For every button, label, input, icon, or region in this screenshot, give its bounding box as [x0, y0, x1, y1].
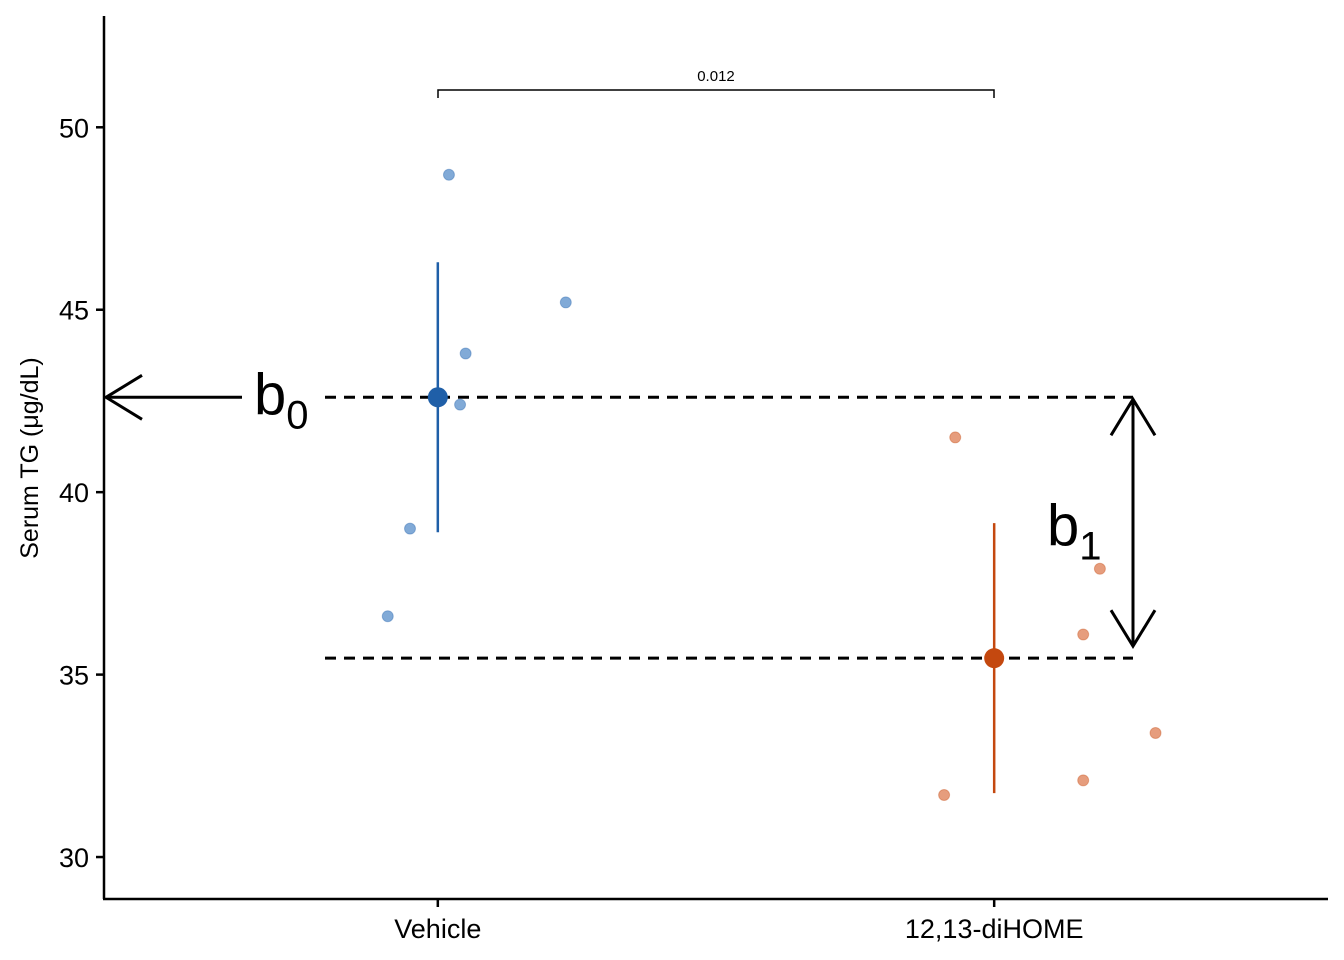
b1-label-base: b	[1047, 494, 1079, 559]
y-tick-label: 30	[59, 843, 89, 873]
y-tick-label: 40	[59, 478, 89, 508]
b0-arrow-head	[103, 374, 143, 421]
mean-point	[427, 387, 448, 408]
b1-arrow-head-bottom	[1109, 609, 1157, 650]
data-point	[404, 522, 416, 535]
x-tick-label: Vehicle	[394, 914, 481, 944]
b0-label: b0	[254, 362, 309, 437]
group-summaries	[427, 262, 1005, 794]
b1-arrow-head-top	[1109, 396, 1157, 437]
data-point	[1093, 562, 1106, 575]
data-point	[559, 296, 572, 309]
data-point	[459, 347, 472, 360]
data-point	[1077, 628, 1090, 641]
data-point	[949, 431, 962, 444]
b0-arrow	[103, 374, 242, 421]
b1-label-subscript: 1	[1079, 525, 1101, 569]
y-tick-label: 35	[59, 661, 89, 691]
b1-label: b1	[1047, 494, 1102, 569]
mean-point	[984, 648, 1005, 669]
data-point	[1149, 726, 1162, 739]
data-point	[1077, 774, 1090, 787]
b0-label-base: b	[254, 362, 286, 427]
data-point	[454, 398, 467, 411]
data-point	[938, 789, 951, 802]
data-point	[381, 610, 394, 623]
bracket-line	[437, 89, 995, 98]
y-axis-label: Serum TG (μg/dL)	[16, 357, 44, 559]
x-ticks: Vehicle 12,13-diHOME	[394, 899, 1083, 944]
y-tick-label: 50	[59, 113, 89, 143]
b1-arrow	[1109, 396, 1157, 650]
data-points	[381, 168, 1162, 802]
significance-bracket: 0.012	[437, 68, 995, 98]
y-tick-label: 45	[59, 296, 89, 326]
b0-label-subscript: 0	[286, 393, 308, 437]
x-tick-label: 12,13-diHOME	[905, 914, 1084, 944]
p-value-label: 0.012	[697, 68, 735, 85]
data-point	[442, 168, 455, 181]
y-ticks: 30 35 40 45 50	[59, 113, 104, 873]
